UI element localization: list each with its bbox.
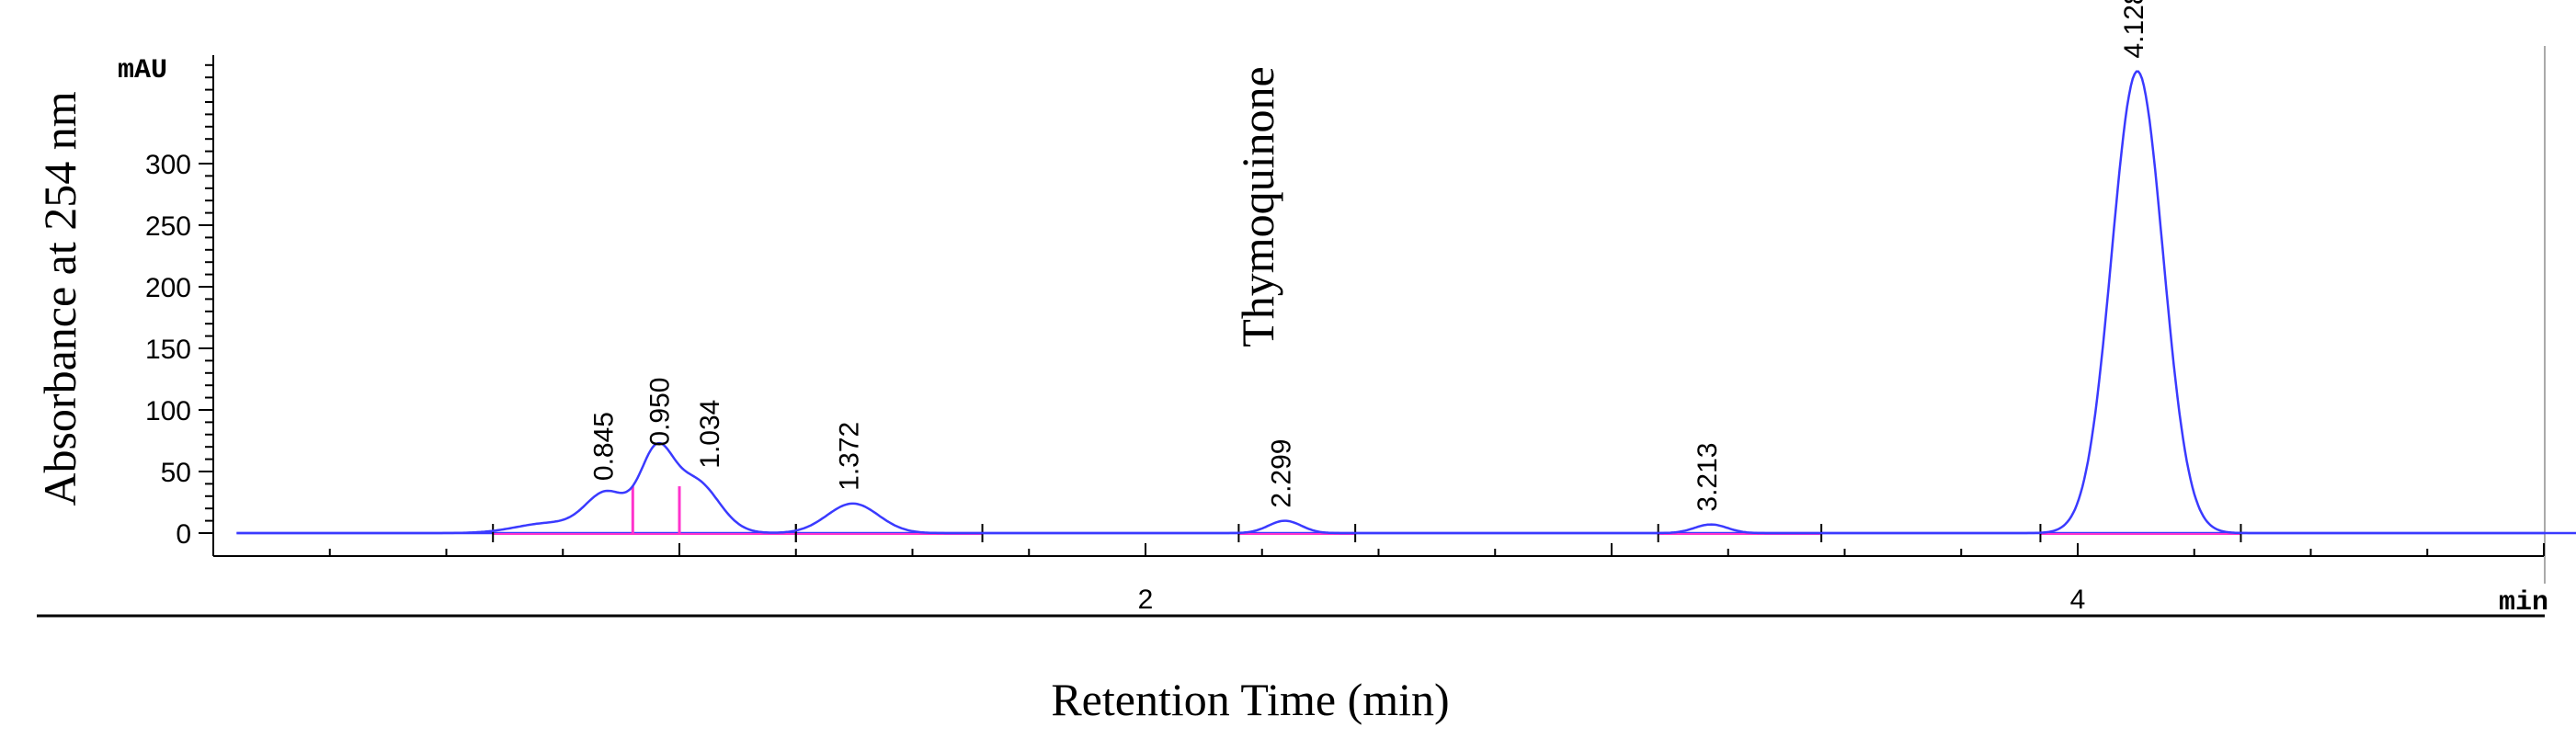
y-tick-label: 250 [145,211,191,242]
x-tick-label: 4 [2070,585,2086,615]
peak-label: 1.372 [835,422,865,491]
chromatogram-trace [236,70,2576,535]
peak-label: 2.299 [1267,439,1297,508]
x-unit-label: min [2499,587,2548,619]
labels-layer: 05010015020025030024680.8450.9501.0341.3… [145,0,2149,615]
y-tick-label: 300 [145,150,191,180]
axes-layer [37,46,2546,618]
y-tick-label: 150 [145,335,191,365]
x-tick-label: 2 [1138,585,1154,615]
peak-label: 4.128 [2119,0,2149,59]
peak-label: 0.845 [588,412,619,481]
peak-label: 0.950 [645,378,676,447]
y-unit-label: mAU [118,55,167,86]
y-axis-title: Absorbance at 254 nm [34,91,85,506]
x-axis-title: Retention Time (min) [1051,674,1449,725]
y-tick-label: 200 [145,273,191,303]
y-tick-label: 0 [176,519,191,550]
trace-layer [236,70,2576,542]
y-tick-label: 100 [145,396,191,426]
peak-label: 1.034 [695,400,725,469]
thymoquinone-annotation: Thymoquinone [1232,66,1283,347]
peak-label: 3.213 [1693,443,1723,512]
y-tick-label: 50 [161,458,191,488]
